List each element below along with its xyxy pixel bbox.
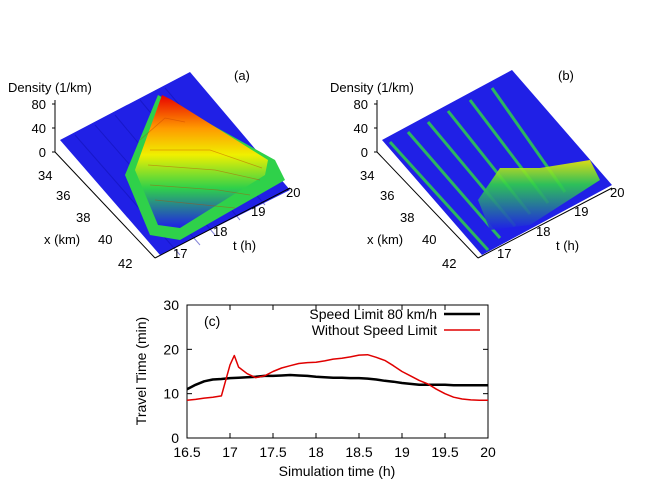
x-tick-label: 18: [308, 444, 324, 460]
panel-c-line-chart: 16.5 17 17.5 18 18.5 19 19.5 20 0 10 20 30 (c) Sim…: [133, 297, 496, 479]
x-tick-label: 18.5: [345, 444, 372, 460]
panel-c-label: (c): [204, 313, 220, 329]
panel-a-hill-stripes: [139, 117, 263, 209]
panel-c-legend: Speed Limit 80 km/h Without Speed Limit: [309, 306, 480, 338]
panel-b-congestion-hill: [478, 160, 600, 230]
panel-b-x-tick: 42: [442, 256, 456, 271]
panel-a-t-axis-label: t (h): [233, 238, 256, 253]
panel-c-x-ticks: 16.5 17 17.5 18 18.5 19 19.5 20: [173, 305, 496, 460]
panel-c-y-axis-label: Travel Time (min): [133, 317, 149, 425]
panel-b-z-tick: 80: [354, 97, 368, 112]
panel-b-t-tick: 18: [536, 224, 550, 239]
legend-label-without-limit: Without Speed Limit: [312, 322, 437, 338]
panel-b-x-tick: 36: [380, 188, 394, 203]
y-tick-label: 30: [163, 297, 179, 313]
panel-a-congestion-hill: [135, 95, 268, 228]
panel-a-t-tick: 17: [173, 246, 187, 261]
panel-b-t-tick: 17: [497, 246, 511, 261]
panel-a-z-tick: 0: [39, 145, 46, 160]
panel-b-axes: [374, 100, 613, 259]
panel-a-label: (a): [234, 68, 250, 83]
panel-a-x-tick: 36: [56, 188, 70, 203]
panel-b-x-tick: 34: [360, 168, 374, 183]
legend-label-speed-limit: Speed Limit 80 km/h: [309, 306, 437, 322]
panel-b-t-tick: 20: [610, 185, 624, 200]
panel-b-surface-plot: (b) Density (1/km) 80 40 0 34 36 38 40 4…: [330, 68, 624, 271]
panel-b-label: (b): [558, 68, 574, 83]
panel-b-z-tick: 0: [361, 145, 368, 160]
x-tick-label: 19.5: [431, 444, 458, 460]
panel-a-z-tick: 40: [32, 121, 46, 136]
panel-a-x-axis-label: x (km): [44, 232, 80, 247]
panel-b-t-axis-label: t (h): [556, 238, 579, 253]
y-tick-label: 20: [163, 341, 179, 357]
y-tick-label: 0: [171, 430, 179, 446]
panel-b-x-axis-label: x (km): [367, 232, 403, 247]
panel-a-z-tick: 80: [32, 97, 46, 112]
series-line-speed-limit: [186, 373, 488, 391]
panel-b-t-tick: 19: [574, 204, 588, 219]
panel-a-t-tick: 19: [251, 204, 265, 219]
panel-c-plot-frame: [186, 304, 489, 439]
panel-a-t-tick: 18: [213, 224, 227, 239]
y-tick-label: 10: [163, 386, 179, 402]
panel-b-x-tick: 40: [422, 232, 436, 247]
x-tick-label: 17: [222, 444, 238, 460]
panel-c-series-lines: [186, 353, 488, 402]
x-tick-label: 20: [480, 444, 496, 460]
panel-b-z-tick: 40: [354, 121, 368, 136]
panel-a-x-tick: 40: [98, 232, 112, 247]
x-tick-label: 16.5: [173, 444, 200, 460]
x-tick-label: 17.5: [259, 444, 286, 460]
panel-a-z-axis-label: Density (1/km): [8, 80, 92, 95]
panel-c-x-axis-label: Simulation time (h): [279, 463, 396, 479]
panel-a-t-tick: 20: [286, 185, 300, 200]
panel-a-axes: [52, 100, 291, 259]
panel-a-x-tick: 34: [38, 168, 52, 183]
panel-a-x-tick: 38: [76, 210, 90, 225]
x-tick-label: 19: [394, 444, 410, 460]
panel-b-z-axis-label: Density (1/km): [330, 80, 414, 95]
series-line-without-limit: [186, 353, 488, 402]
panel-b-x-tick: 38: [400, 210, 414, 225]
panel-a-surface-plot: (a) Density (1/km) 80 40 0 34 36 38 40 4…: [8, 68, 300, 271]
panel-a-x-tick: 42: [118, 256, 132, 271]
panel-c-y-ticks: 0 10 20 30: [163, 297, 488, 446]
